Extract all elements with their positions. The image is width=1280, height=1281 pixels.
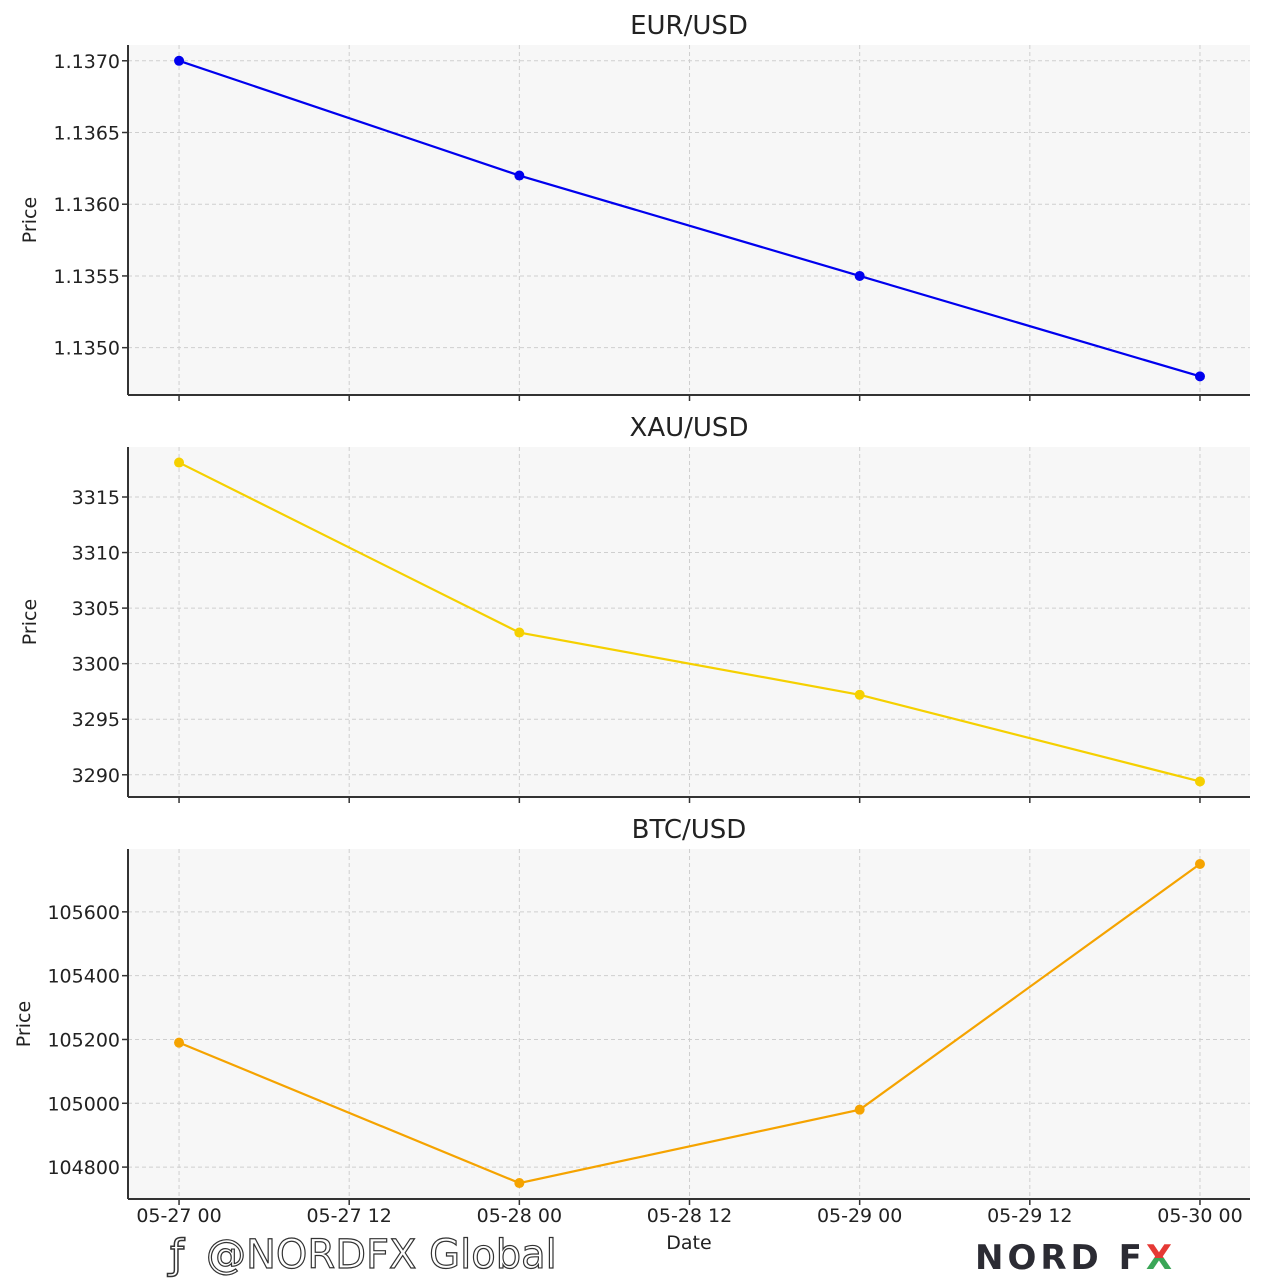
y-tick-label: 1.1370 xyxy=(54,51,120,73)
y-tick-label: 105000 xyxy=(47,1093,120,1115)
plot-area xyxy=(128,447,1250,797)
data-point xyxy=(854,1104,865,1115)
chart-title: XAU/USD xyxy=(630,413,749,443)
data-point xyxy=(1194,858,1205,869)
y-axis-label: Price xyxy=(19,197,41,243)
data-point xyxy=(854,689,865,700)
y-tick-label: 104800 xyxy=(47,1157,120,1179)
data-point xyxy=(514,170,525,181)
x-tick-label: 05-29 00 xyxy=(817,1205,902,1227)
data-point xyxy=(1194,371,1205,382)
x-tick-label: 05-28 00 xyxy=(477,1205,562,1227)
data-point xyxy=(514,627,525,638)
y-axis-label: Price xyxy=(13,1001,35,1047)
series-line xyxy=(178,863,1201,1185)
chart-title: BTC/USD xyxy=(632,815,747,845)
data-point xyxy=(174,1037,185,1048)
chart-title: EUR/USD xyxy=(630,11,748,41)
y-tick-label: 105200 xyxy=(47,1029,120,1051)
x-tick-label: 05-27 00 xyxy=(136,1205,221,1227)
data-point xyxy=(514,1178,525,1189)
x-tick-label: 05-30 00 xyxy=(1157,1205,1242,1227)
y-tick-label: 3310 xyxy=(72,543,120,565)
y-tick-label: 1.1355 xyxy=(54,266,120,288)
panel-btc-usd: BTC/USD 05-27 00 05-27 12 05-28 00 05-28 12 0… xyxy=(13,815,1250,1254)
y-tick-label: 105400 xyxy=(47,966,120,988)
y-tick-label: 1.1360 xyxy=(54,194,120,216)
x-tick-label: 05-28 12 xyxy=(647,1205,732,1227)
series-line xyxy=(178,59,1201,378)
y-tick-label: 1.1365 xyxy=(54,123,120,145)
data-point xyxy=(174,55,185,66)
y-tick-label: 3295 xyxy=(72,709,120,731)
series-line xyxy=(178,461,1201,783)
y-tick-label: 1.1350 xyxy=(54,338,120,360)
data-point xyxy=(854,270,865,281)
plot-area xyxy=(128,849,1250,1199)
y-tick-label: 3315 xyxy=(72,487,120,509)
x-tick-label: 05-27 12 xyxy=(306,1205,391,1227)
panel-eur-usd: EUR/USD 1.1350 1.1355 1.1360 1.1365 1.1370 Pri… xyxy=(19,11,1250,401)
x-tick-label: 05-29 12 xyxy=(987,1205,1072,1227)
y-tick-label: 3305 xyxy=(72,598,120,620)
panel-xau-usd: XAU/USD 3290 3295 3300 3305 3310 3315 Price xyxy=(19,413,1250,803)
y-tick-label: 3290 xyxy=(72,765,120,787)
y-tick-label: 3300 xyxy=(72,654,120,676)
x-axis-label: Date xyxy=(666,1232,711,1254)
data-point xyxy=(1194,776,1205,787)
y-tick-label: 105600 xyxy=(47,902,120,924)
y-axis-label: Price xyxy=(19,599,41,645)
data-point xyxy=(174,457,185,468)
